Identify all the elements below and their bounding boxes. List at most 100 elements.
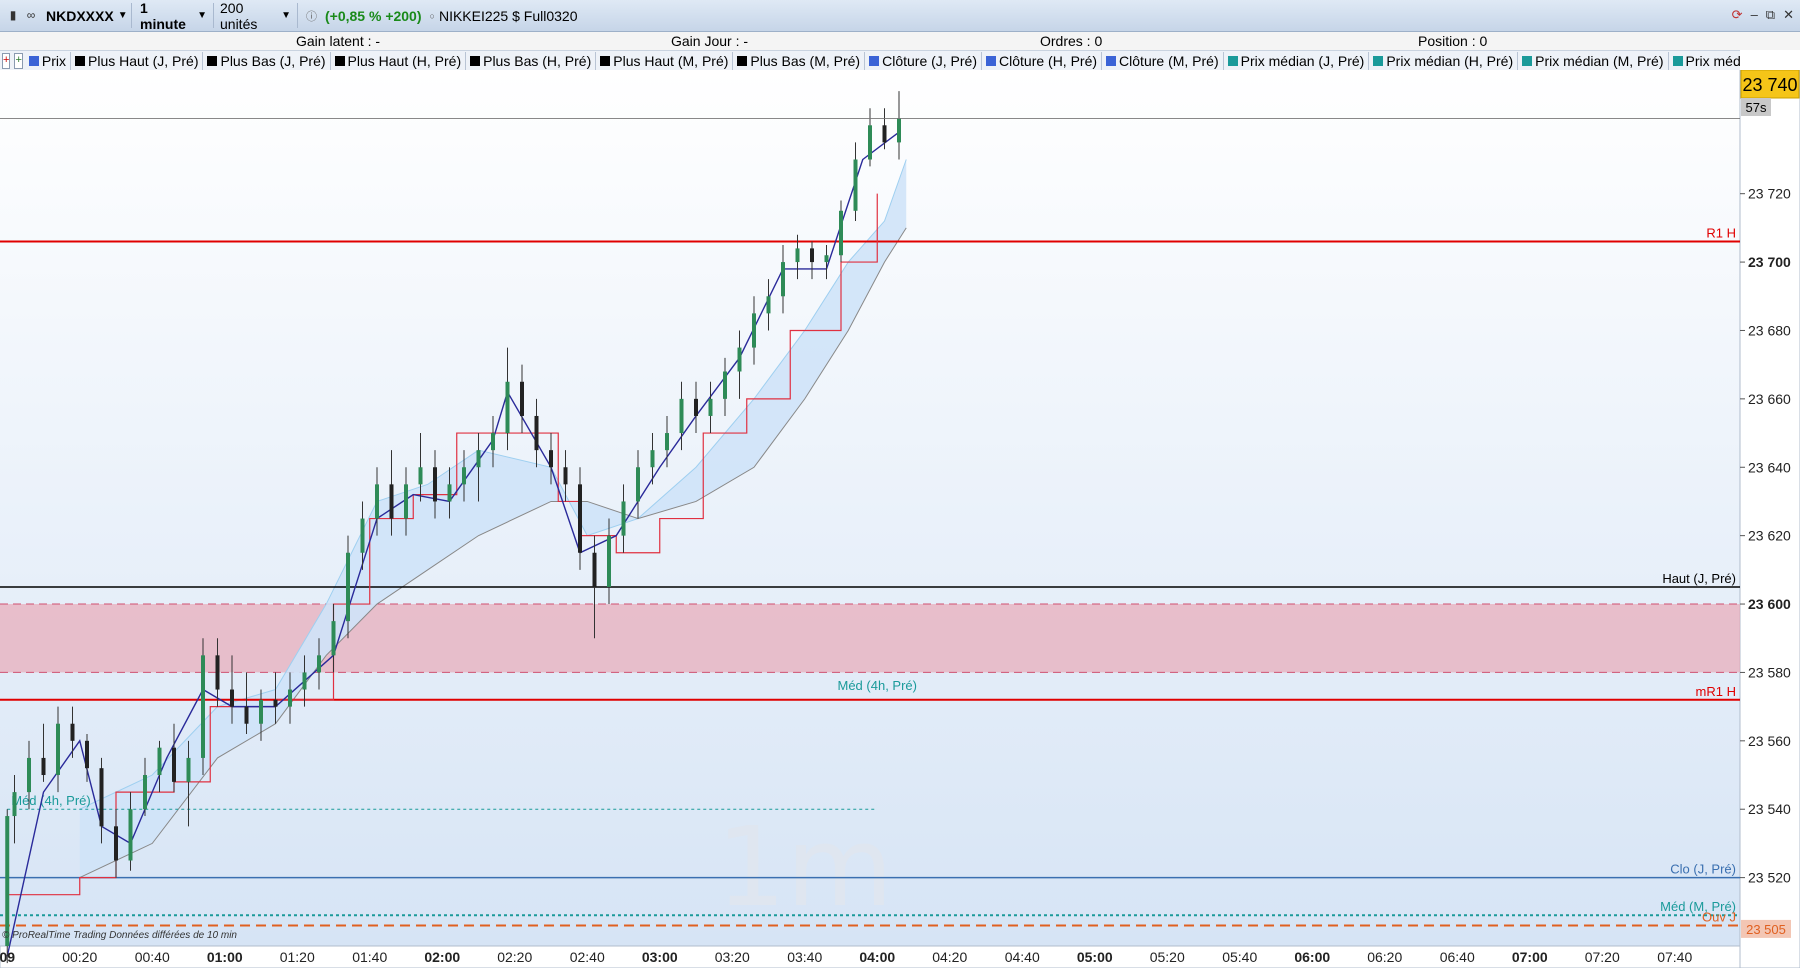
legend-swatch — [869, 56, 880, 66]
legend-item[interactable]: Prix — [25, 52, 71, 70]
candle-body — [244, 706, 249, 724]
candle-body — [288, 689, 292, 707]
y-tick-label: 23 660 — [1748, 391, 1791, 407]
restore-icon[interactable]: ⧉ — [1765, 7, 1776, 22]
legend-label: Prix médian (J, Pré) — [1240, 53, 1365, 69]
x-tick-label: 02:20 — [497, 949, 532, 965]
candle-body — [114, 826, 118, 861]
candle-body — [650, 450, 655, 468]
candle-body — [143, 775, 147, 810]
candle-body — [157, 747, 162, 776]
x-tick-label: 05:20 — [1150, 949, 1185, 965]
candle-body — [331, 621, 336, 656]
level-label: Clo (J, Pré) — [1670, 862, 1736, 877]
candle-body — [766, 296, 771, 314]
candle-body — [230, 689, 234, 707]
candle-body — [476, 450, 481, 468]
legend-item[interactable]: Plus Bas (H, Pré) — [466, 52, 597, 70]
link-icon[interactable]: ∞ — [26, 8, 36, 22]
x-tick-label: 03:20 — [715, 949, 750, 965]
level-label: mR1 H — [1696, 684, 1736, 699]
candle-body — [302, 672, 307, 690]
resistance-zone — [0, 604, 1740, 673]
chevron-down-icon: ▼ — [117, 10, 128, 21]
x-tick-label: 01:20 — [280, 949, 315, 965]
legend-swatch — [207, 56, 218, 66]
delay-note: Données différées de 10 min — [109, 930, 237, 941]
chevron-down-icon: ▼ — [281, 10, 291, 21]
legend-item[interactable]: Prix médian (H, Pré) — [1369, 52, 1519, 70]
legend-item[interactable]: Plus Haut (J, Pré) — [71, 52, 204, 70]
kijun-line — [7, 193, 878, 896]
candle-body — [795, 248, 800, 263]
legend-item[interactable]: Plus Haut (M, Pré) — [596, 52, 734, 70]
legend-swatch — [600, 56, 611, 66]
price-chart[interactable]: 1m Méd (4h, Pré) Méd (4h, Pré) R1 H mR1 H Hau… — [0, 70, 1800, 968]
expand-icon[interactable]: + — [14, 53, 23, 69]
minimize-icon[interactable]: – — [1750, 7, 1758, 22]
legend-label: Prix médian (H, Pré) — [1386, 53, 1514, 69]
legend-label: Clôture (M, Pré) — [1119, 53, 1219, 69]
ichimoku-cloud — [79, 159, 907, 878]
refresh-icon[interactable]: ⟳ — [1731, 7, 1743, 22]
legend-swatch — [986, 56, 997, 66]
candle-body — [679, 398, 684, 434]
legend-item[interactable]: Prix média — [1669, 52, 1740, 70]
candle-body — [621, 501, 626, 536]
y-tick-label: 23 560 — [1748, 733, 1791, 749]
candle-body — [375, 484, 379, 519]
legend-swatch — [470, 56, 481, 66]
candle-body — [578, 484, 582, 553]
y-tick-label: 23 580 — [1748, 664, 1791, 680]
legend-item[interactable]: Clôture (H, Pré) — [982, 52, 1103, 70]
timeframe-selector[interactable]: 1 minute ▼ — [134, 0, 214, 32]
orders-count[interactable]: Ordres : 0 — [1040, 33, 1103, 49]
time-axis[interactable] — [0, 945, 1741, 968]
candle-body — [128, 809, 133, 861]
close-icon[interactable]: ✕ — [1783, 7, 1794, 22]
open-price-value: 23 505 — [1746, 922, 1786, 937]
price-axis[interactable] — [1739, 70, 1800, 968]
cloud-bottom-line — [79, 227, 907, 879]
add-indicator-icon[interactable]: + — [2, 53, 11, 69]
x-tick-label: 06:00 — [1294, 949, 1330, 965]
candle-body — [534, 415, 539, 451]
candle-body — [27, 757, 31, 793]
legend-item[interactable]: Clôture (M, Pré) — [1102, 52, 1224, 70]
candle-body — [897, 118, 901, 143]
candle-body — [12, 792, 17, 817]
legend-label: Plus Bas (J, Pré) — [220, 53, 326, 69]
x-tick-label: 01:40 — [352, 949, 387, 965]
y-tick-label: 23 600 — [1748, 596, 1791, 612]
gain-latent: Gain latent : - — [296, 33, 381, 49]
candle-body — [404, 484, 408, 519]
signal-icon[interactable]: ▮ — [9, 8, 17, 22]
candle-body — [186, 757, 191, 782]
symbol-selector[interactable]: NKDXXXX ▼ — [40, 3, 132, 28]
legend-item[interactable]: Prix médian (M, Pré) — [1518, 52, 1669, 70]
legend-label: Plus Bas (H, Pré) — [483, 53, 592, 69]
y-tick-label: 23 640 — [1748, 459, 1791, 475]
legend-item[interactable]: Clôture (J, Pré) — [865, 52, 983, 70]
med-4h-label: Méd (4h, Pré) — [11, 793, 90, 808]
open-price-box — [1741, 919, 1791, 938]
countdown-value: 57s — [1746, 100, 1767, 115]
position-count[interactable]: Position : 0 — [1418, 33, 1488, 49]
x-tick-label: 07:20 — [1585, 949, 1620, 965]
last-price-value: 23 740 — [1742, 75, 1797, 95]
x-tick-label: 03:00 — [642, 949, 678, 965]
legend-item[interactable]: Plus Haut (H, Pré) — [331, 52, 467, 70]
level-label: Haut (J, Pré) — [1662, 571, 1736, 586]
copyright-text: © ProRealTime Trading — [2, 930, 107, 941]
legend-item[interactable]: Plus Bas (M, Pré) — [733, 52, 866, 70]
legend-bar: + + Prix Plus Haut (J, Pré) Plus Bas (J, P… — [0, 50, 1740, 72]
y-tick-label: 23 540 — [1748, 801, 1791, 817]
legend-item[interactable]: Prix médian (J, Pré) — [1224, 52, 1370, 70]
units-selector[interactable]: 200 unités ▼ — [214, 0, 298, 32]
info-icon[interactable]: ⓘ — [306, 10, 317, 23]
candle-body — [56, 723, 60, 776]
candle-body — [592, 552, 597, 587]
legend-item[interactable]: Plus Bas (J, Pré) — [203, 52, 331, 70]
candle-body — [273, 699, 278, 707]
level-label: Méd (M, Pré) — [1660, 899, 1736, 914]
